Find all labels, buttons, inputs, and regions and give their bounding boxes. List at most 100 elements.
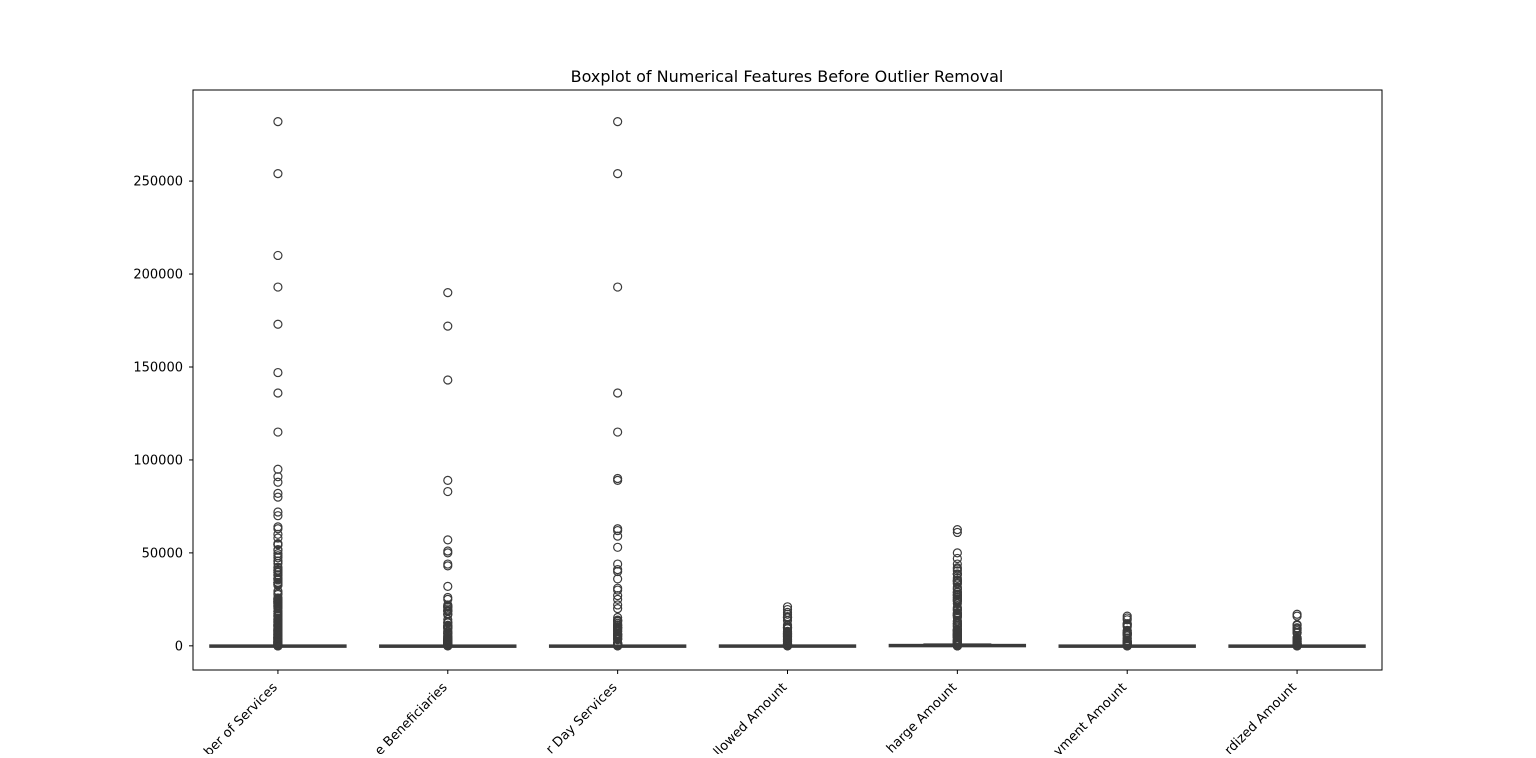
outlier-point [273, 522, 283, 532]
outlier-point [273, 545, 283, 555]
outlier-point [782, 604, 793, 615]
outlier-point [613, 615, 623, 626]
outlier-point [782, 640, 793, 651]
outlier-point [273, 477, 283, 487]
outlier-point [613, 600, 623, 610]
outlier-point [443, 321, 453, 331]
outlier-point [273, 562, 283, 572]
outlier-point [273, 529, 283, 539]
outlier-point [613, 427, 623, 437]
outlier-point [1292, 611, 1302, 621]
outlier-point [952, 525, 962, 535]
outlier-point [443, 638, 453, 648]
outlier-point [273, 538, 283, 549]
outlier-point [273, 169, 283, 179]
outlier-point [952, 563, 962, 573]
outlier-point [273, 367, 283, 378]
outlier-point [613, 622, 623, 633]
outlier-point [613, 632, 623, 642]
outlier-point [1292, 623, 1302, 633]
box-group [1228, 609, 1366, 651]
outlier-point [1292, 609, 1302, 619]
outlier-point [613, 169, 623, 179]
outlier-point [273, 507, 283, 517]
outlier-point [273, 319, 283, 329]
outlier-point [273, 631, 283, 641]
outlier-point [613, 531, 623, 541]
outlier-point [613, 591, 623, 601]
outlier-point [613, 629, 623, 639]
outlier-point [273, 556, 283, 566]
plot-clip-group [209, 117, 1366, 651]
outlier-point [443, 486, 453, 497]
outlier-point [952, 604, 962, 614]
outlier-point [613, 634, 623, 644]
outlier-point [443, 617, 453, 627]
outlier-point [613, 388, 623, 398]
outlier-point [273, 628, 283, 638]
outlier-point [443, 581, 453, 591]
outlier-point [443, 548, 453, 558]
outlier-point [782, 609, 793, 619]
outlier-point [273, 511, 283, 521]
outlier-point [952, 548, 962, 558]
outlier-point [273, 617, 283, 627]
outlier-point [273, 282, 283, 292]
outlier-point [613, 524, 623, 534]
outlier-point [443, 604, 453, 614]
outlier-point [443, 375, 453, 385]
outlier-point [273, 533, 283, 543]
plot-area [209, 117, 1366, 651]
outlier-point [1122, 641, 1132, 651]
y-tick-label: 200000 [133, 268, 183, 283]
x-axis: ber of Services e Beneficiaries r Day Serv… [201, 670, 1300, 758]
outlier-point [443, 624, 453, 634]
y-tick-label: 100000 [133, 453, 183, 468]
x-tick-label: llowed Amount [711, 680, 790, 754]
outlier-point [952, 569, 962, 579]
outlier-point [1292, 620, 1302, 630]
outlier-point [273, 606, 283, 617]
outlier-point [613, 585, 623, 595]
x-tick-label: rdized Amount [1222, 680, 1300, 754]
y-tick-label: 150000 [133, 360, 183, 375]
outlier-point [1122, 633, 1132, 644]
box-group [209, 117, 347, 651]
outlier-point [613, 640, 623, 651]
outlier-point [273, 250, 283, 261]
outlier-point [443, 546, 453, 556]
outlier-point [273, 600, 283, 611]
box-group [379, 288, 517, 651]
x-tick-label: ber of Services [201, 680, 281, 754]
outlier-point [443, 559, 453, 569]
outlier-point [273, 640, 283, 650]
axes-frame [192, 89, 1383, 671]
outlier-point [1292, 639, 1302, 649]
outlier-point [273, 117, 283, 127]
outlier-point [952, 573, 962, 583]
outlier-point [1122, 628, 1132, 638]
x-tick-label: e Beneficiaries [372, 680, 451, 754]
outlier-point [952, 566, 962, 576]
outlier-point [952, 619, 962, 629]
outlier-point [952, 553, 962, 564]
outlier-point [443, 561, 453, 571]
outlier-point [613, 594, 623, 604]
outlier-point [1292, 635, 1302, 645]
outlier-point [952, 527, 962, 538]
outlier-point [443, 592, 453, 603]
outlier-point [273, 488, 283, 498]
outlier-point [443, 600, 453, 610]
outlier-point [613, 583, 623, 593]
outlier-point [1122, 615, 1132, 625]
x-tick-label: harge Amount [884, 680, 960, 754]
y-axis: 0 50000 100000 150000 200000 250000 [133, 175, 193, 654]
outlier-point [443, 288, 453, 298]
outlier-point [273, 472, 283, 482]
outlier-point [613, 574, 623, 584]
box-group [548, 117, 687, 651]
y-tick-label: 250000 [133, 175, 183, 190]
outlier-point [613, 525, 623, 536]
